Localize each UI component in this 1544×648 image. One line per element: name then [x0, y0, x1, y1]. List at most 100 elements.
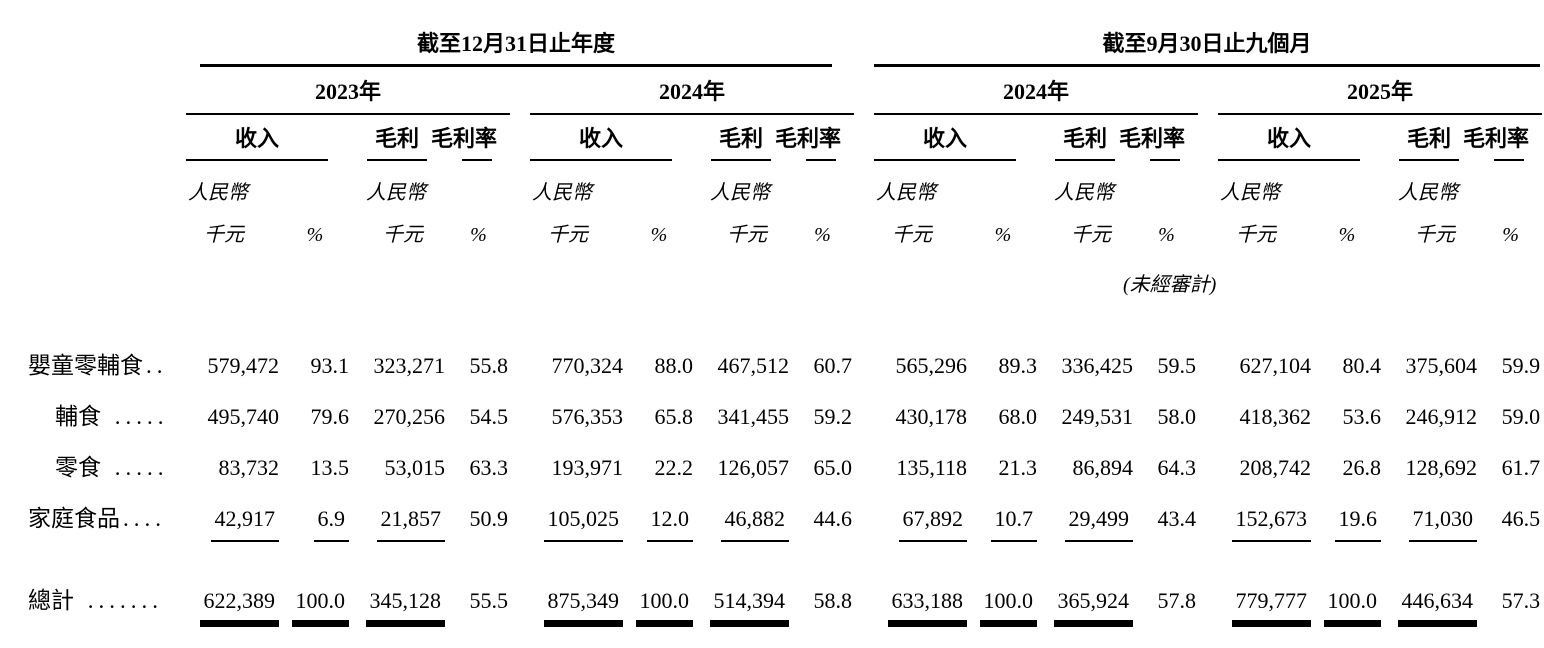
data-cell: 100.0 [1312, 569, 1382, 648]
data-cell: 50.9 [469, 506, 509, 531]
data-cell: 341,455 [717, 404, 790, 429]
data-cell: 86,894 [1072, 455, 1134, 480]
data-cell: 6.9 [280, 503, 350, 569]
col-header-revenue: 收入 [1218, 115, 1382, 161]
data-cell: 59.0 [1501, 404, 1541, 429]
data-cell: 57.8 [1157, 588, 1197, 613]
unit-thousand: 千元 [548, 224, 588, 246]
data-cell: 89.3 [998, 353, 1038, 378]
gross-margin-rule [1150, 159, 1181, 161]
gross-margin-rule [462, 159, 492, 161]
col-header-gross-margin: 毛利率 [775, 115, 854, 161]
data-cell: 13.5 [310, 455, 350, 480]
data-cell: 58.0 [1157, 404, 1197, 429]
units-row-unaudited: (未經審計) [0, 247, 1542, 297]
col-header-revenue: 收入 [530, 115, 694, 161]
data-cell: 42,917 [186, 503, 280, 569]
year-header-2025-9m: 2025年 [1218, 67, 1543, 115]
data-cell: 770,324 [551, 353, 624, 378]
data-cell: 44.6 [813, 506, 853, 531]
data-cell: 55.5 [469, 588, 509, 613]
dot-leader: .. [146, 353, 168, 378]
unit-thousand: 千元 [1415, 224, 1456, 246]
row-label: 總計 ....... [28, 588, 163, 613]
data-cell: 54.5 [469, 404, 509, 429]
col-header-gross-profit: 毛利 [694, 115, 791, 161]
data-cell: 622,389 [186, 569, 280, 648]
data-cell: 467,512 [717, 353, 790, 378]
unit-thousand: 千元 [204, 224, 244, 246]
header-body-gap [0, 297, 1542, 350]
unit-rmb: 人民幣 [366, 182, 426, 204]
col-header-revenue: 收入 [874, 115, 1038, 161]
data-cell: 29,499 [1038, 503, 1135, 569]
data-cell: 46.5 [1501, 506, 1541, 531]
data-cell: 249,531 [1061, 404, 1134, 429]
unit-percent: % [306, 224, 324, 246]
data-cell: 345,128 [350, 569, 447, 648]
col-header-gross-profit: 毛利 [350, 115, 447, 161]
unit-percent: % [470, 224, 487, 246]
row-label: 輔食 ..... [55, 404, 169, 429]
group-header-nine-months: 截至9月30日止九個月 [874, 26, 1542, 67]
data-cell: 63.3 [469, 455, 509, 480]
unit-thousand: 千元 [727, 224, 767, 246]
data-cell: 21.3 [998, 455, 1038, 480]
unit-rmb: 人民幣 [710, 182, 770, 204]
data-cell: 80.4 [1342, 353, 1382, 378]
table-row-complementary-food: 輔食 ..... 495,740 79.6 270,256 54.5 576,3… [0, 401, 1542, 452]
data-cell: 21,857 [350, 503, 447, 569]
year-header-2024-9m: 2024年 [874, 67, 1199, 115]
unit-percent: % [650, 224, 668, 246]
data-cell: 22.2 [654, 455, 694, 480]
year-header-2024: 2024年 [530, 67, 855, 115]
table-row-snacks: 零食 ..... 83,732 13.5 53,015 63.3 193,971… [0, 452, 1542, 503]
data-cell: 100.0 [280, 569, 350, 648]
col-header-gross-margin: 毛利率 [1463, 115, 1542, 161]
data-cell: 627,104 [1239, 353, 1312, 378]
dot-leader: ..... [104, 404, 169, 429]
data-cell: 88.0 [654, 353, 694, 378]
data-cell: 323,271 [373, 353, 446, 378]
col-header-gross-margin: 毛利率 [431, 115, 510, 161]
table-row-total: 總計 ....... 622,389 100.0 345,128 55.5 87… [0, 569, 1542, 648]
unit-thousand: 千元 [383, 224, 423, 246]
group-title: 截至12月31日止年度 [200, 26, 833, 67]
data-cell: 60.7 [813, 353, 853, 378]
data-cell: 105,025 [530, 503, 624, 569]
column-header-row: 收入 毛利 毛利率 收入 毛利 毛利率 收入 毛利 毛利率 收入 毛利 毛利率 [0, 115, 1542, 161]
data-cell: 152,673 [1218, 503, 1312, 569]
table-row-family-food: 家庭食品.... 42,917 6.9 21,857 50.9 105,025 … [0, 503, 1542, 569]
group-title: 截至9月30日止九個月 [874, 26, 1541, 67]
row-label: 家庭食品.... [28, 506, 166, 531]
unit-percent: % [994, 224, 1012, 246]
unit-thousand: 千元 [892, 224, 933, 246]
period-group-header-row: 截至12月31日止年度 截至9月30日止九個月 [0, 26, 1542, 67]
unit-rmb: 人民幣 [1220, 182, 1281, 204]
col-header-gross-margin: 毛利率 [1119, 115, 1198, 161]
units-row-rmb: 人民幣 人民幣 人民幣 人民幣 人民幣 人民幣 人民幣 人民幣 [0, 161, 1542, 205]
data-cell: 12.0 [624, 503, 694, 569]
data-cell: 59.2 [813, 404, 853, 429]
data-cell: 10.7 [968, 503, 1038, 569]
data-cell: 71,030 [1382, 503, 1479, 569]
dot-leader: ....... [77, 588, 163, 613]
gross-margin-rule [806, 159, 836, 161]
data-cell: 68.0 [998, 404, 1038, 429]
data-cell: 61.7 [1501, 455, 1541, 480]
data-cell: 418,362 [1239, 404, 1312, 429]
unit-percent: % [814, 224, 831, 246]
data-cell: 365,924 [1038, 569, 1135, 648]
data-cell: 79.6 [310, 404, 350, 429]
data-cell: 53.6 [1342, 404, 1382, 429]
data-cell: 576,353 [551, 404, 624, 429]
data-cell: 128,692 [1405, 455, 1478, 480]
unit-percent: % [1502, 224, 1519, 246]
data-cell: 135,118 [896, 455, 968, 480]
unit-rmb: 人民幣 [1398, 182, 1459, 204]
data-cell: 270,256 [373, 404, 446, 429]
unit-thousand: 千元 [1236, 224, 1277, 246]
data-cell: 514,394 [694, 569, 791, 648]
group-gap [854, 26, 874, 67]
